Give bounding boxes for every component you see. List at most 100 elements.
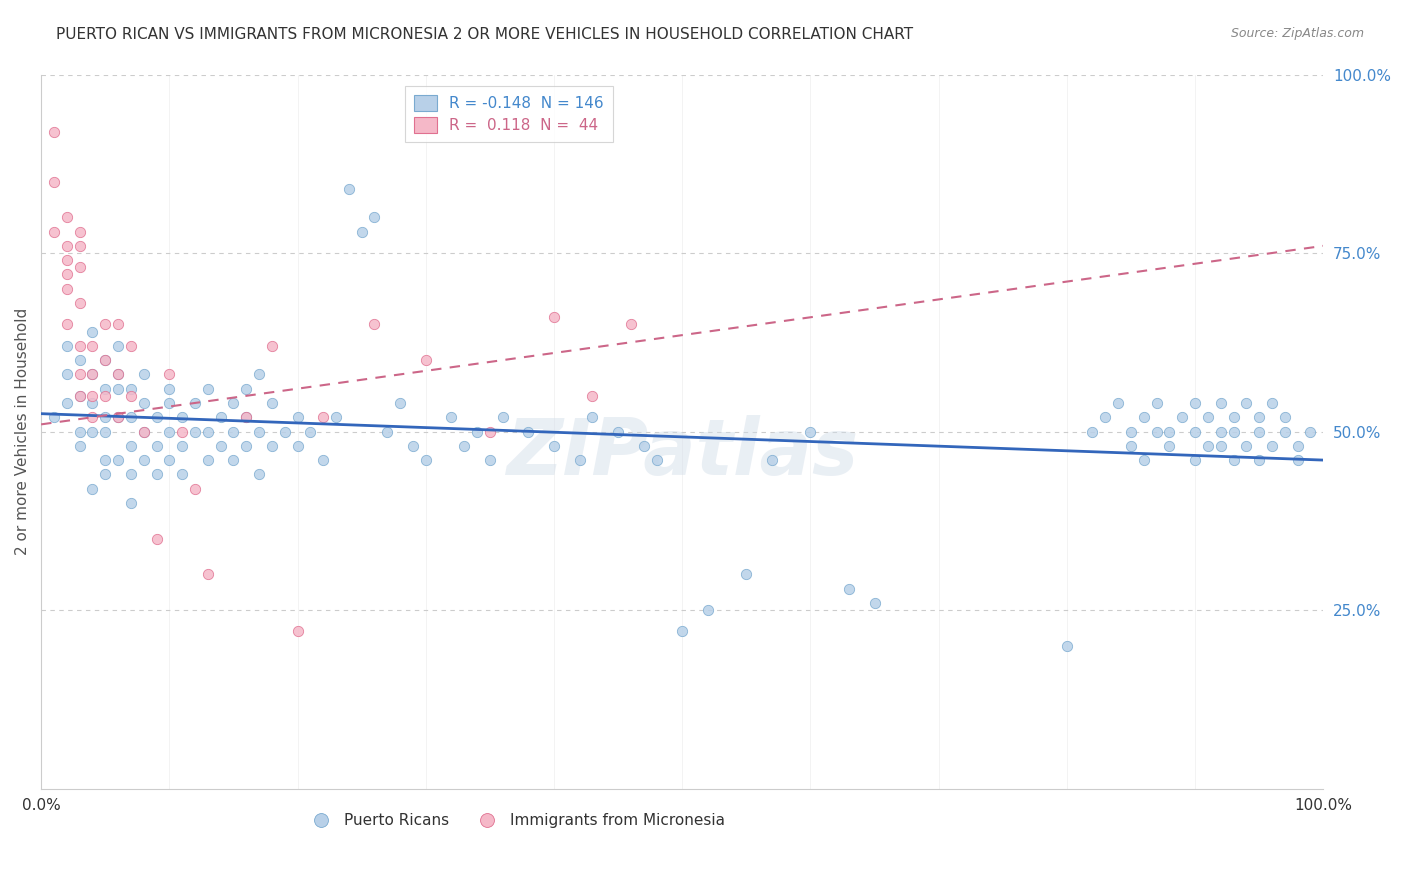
Point [120, 382, 142, 396]
Point [363, 211, 385, 225]
Point [260, 339, 283, 353]
Point [94, 410, 117, 425]
Point [1171, 410, 1194, 425]
Point [735, 567, 758, 582]
Point [1209, 425, 1232, 439]
Point [184, 425, 207, 439]
Point [1222, 425, 1244, 439]
Point [107, 339, 129, 353]
Point [82, 325, 104, 339]
Point [55, 253, 77, 268]
Point [1146, 396, 1168, 410]
Point [120, 339, 142, 353]
Point [260, 439, 283, 453]
Point [94, 353, 117, 368]
Point [671, 624, 693, 639]
Text: ZIPatlas: ZIPatlas [506, 415, 858, 491]
Text: Source: ZipAtlas.com: Source: ZipAtlas.com [1230, 27, 1364, 40]
Point [1261, 439, 1284, 453]
Point [55, 211, 77, 225]
Point [69, 260, 91, 275]
Point [363, 318, 385, 332]
Point [82, 368, 104, 382]
Point [82, 425, 104, 439]
Point [107, 410, 129, 425]
Point [107, 318, 129, 332]
Point [543, 439, 565, 453]
Point [157, 382, 180, 396]
Point [1119, 439, 1142, 453]
Point [120, 439, 142, 453]
Point [55, 282, 77, 296]
Point [1119, 425, 1142, 439]
Point [145, 467, 167, 482]
Point [120, 467, 142, 482]
Point [478, 453, 501, 467]
Point [107, 410, 129, 425]
Point [107, 368, 129, 382]
Point [82, 482, 104, 496]
Point [69, 425, 91, 439]
Point [145, 532, 167, 546]
Point [517, 425, 540, 439]
Point [42, 125, 65, 139]
Point [1249, 425, 1271, 439]
Point [69, 353, 91, 368]
Point [1249, 410, 1271, 425]
Point [69, 339, 91, 353]
Point [247, 368, 270, 382]
Point [1274, 425, 1296, 439]
Point [645, 453, 668, 467]
Point [312, 453, 335, 467]
Point [1184, 453, 1206, 467]
Point [1107, 396, 1129, 410]
Point [543, 310, 565, 325]
Point [222, 396, 245, 410]
Point [287, 439, 309, 453]
Point [209, 410, 232, 425]
Point [1197, 439, 1219, 453]
Point [120, 410, 142, 425]
Point [260, 396, 283, 410]
Point [132, 396, 155, 410]
Text: PUERTO RICAN VS IMMIGRANTS FROM MICRONESIA 2 OR MORE VEHICLES IN HOUSEHOLD CORRE: PUERTO RICAN VS IMMIGRANTS FROM MICRONES… [56, 27, 914, 42]
Point [581, 410, 603, 425]
Point [761, 453, 783, 467]
Point [69, 389, 91, 403]
Point [172, 467, 194, 482]
Point [1274, 410, 1296, 425]
Point [132, 425, 155, 439]
Point [235, 410, 257, 425]
Point [402, 439, 425, 453]
Point [69, 296, 91, 310]
Point [1056, 639, 1078, 653]
Point [69, 368, 91, 382]
Point [1094, 410, 1116, 425]
Point [633, 439, 655, 453]
Point [1159, 439, 1181, 453]
Point [55, 396, 77, 410]
Point [42, 175, 65, 189]
Point [478, 425, 501, 439]
Point [55, 368, 77, 382]
Point [94, 425, 117, 439]
Point [287, 410, 309, 425]
Point [568, 453, 591, 467]
Point [69, 439, 91, 453]
Point [607, 425, 630, 439]
Point [94, 389, 117, 403]
Point [1286, 439, 1309, 453]
Point [145, 439, 167, 453]
Point [1132, 410, 1154, 425]
Y-axis label: 2 or more Vehicles in Household: 2 or more Vehicles in Household [15, 308, 30, 555]
Point [69, 239, 91, 253]
Point [107, 368, 129, 382]
Point [389, 396, 412, 410]
Point [94, 353, 117, 368]
Point [1184, 396, 1206, 410]
Point [209, 439, 232, 453]
Point [415, 453, 437, 467]
Point [1184, 425, 1206, 439]
Point [120, 496, 142, 510]
Point [235, 439, 257, 453]
